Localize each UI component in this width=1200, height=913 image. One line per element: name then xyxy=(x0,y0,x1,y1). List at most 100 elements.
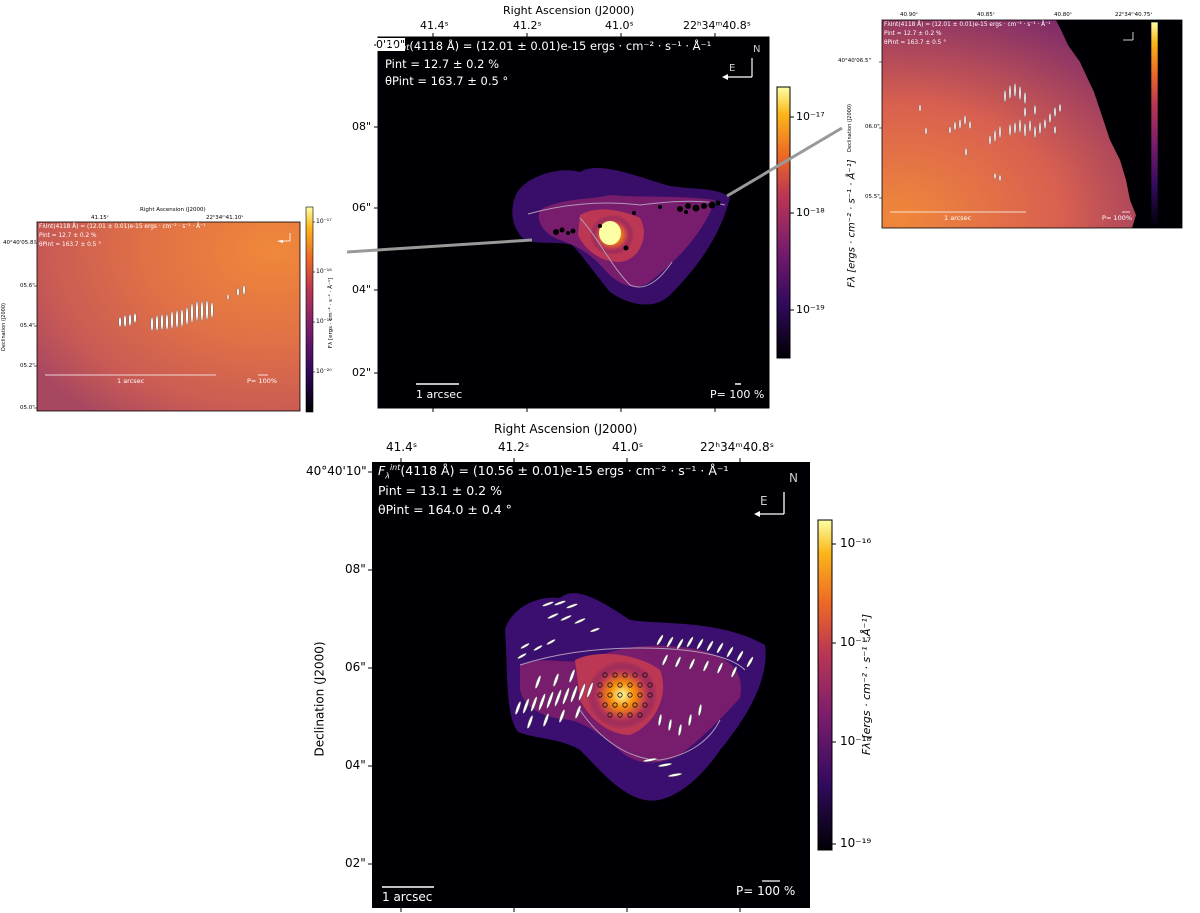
top-right-zoom-image xyxy=(879,19,1183,229)
colorbar-tick-label: 10⁻¹⁹ xyxy=(316,318,332,325)
angle-annotation: θPint = 163.7 ± 0.5 ° xyxy=(39,242,102,248)
dec-tick-label: 05.2" xyxy=(20,363,35,369)
east-arrowhead xyxy=(722,74,728,80)
polarization-vectors xyxy=(918,82,1062,182)
colorbar xyxy=(817,519,833,851)
dec-tick-label: 40°40'06.5" xyxy=(838,58,872,64)
contour-line xyxy=(527,200,726,288)
mask-blobs xyxy=(553,200,721,251)
colorbar-tick-label: 10⁻¹⁷ xyxy=(796,110,825,123)
masked-region xyxy=(1056,20,1182,228)
colorbar-tick-label: 10⁻¹⁸ xyxy=(316,268,332,275)
colorbar-label: Fλ [ergs · cm⁻² · s⁻¹ · Å⁻¹] xyxy=(860,613,874,756)
p-scale-label: P= 100% xyxy=(1102,214,1133,222)
polarization-annotation: Pint = 12.7 ± 0.2 % xyxy=(39,233,97,239)
callout-line-right xyxy=(726,126,843,198)
polarization-vectors-right xyxy=(642,634,754,777)
ra-tick-label: 22ʰ34ᵐ41.10ˢ xyxy=(206,215,244,221)
bottom-panel: Right Ascension (J2000) 41.4ˢ 41.2ˢ 41.0… xyxy=(0,420,1200,913)
dec-tick-label: 06" xyxy=(345,660,366,674)
p-scale-label: P= 100% xyxy=(247,377,278,385)
flux-annotation: Fλ int(4118 Å) = (12.01 ± 0.01)e-15 ergs… xyxy=(385,39,711,53)
dec-tick-label: 40°40'05.8" xyxy=(3,240,37,246)
ra-tick-label: 41.4ˢ xyxy=(386,440,418,454)
dec-axis-label: Declination (J2000) xyxy=(312,641,327,757)
angle-annotation: θPint = 163.7 ± 0.5 ° xyxy=(884,40,947,46)
colorbar xyxy=(1150,21,1159,228)
north-label: N xyxy=(753,44,761,55)
ra-tick-label: 41.2ˢ xyxy=(498,440,530,454)
colorbar-tick-label: 10⁻²⁰ xyxy=(1161,184,1177,191)
dec-tick-label: 05.5" xyxy=(865,194,880,200)
angle-annotation: θPint = 164.0 ± 0.4 ° xyxy=(378,502,512,517)
dec-tick-label: 06" xyxy=(352,201,372,214)
colorbar-tick-label: 10⁻¹⁶ xyxy=(840,536,872,550)
callout-line-left xyxy=(346,238,533,254)
flux-annotation: Fλint(4118 Å) = (12.01 ± 0.01)e-15 ergs … xyxy=(884,22,1051,28)
bottom-image xyxy=(368,458,836,912)
colorbar-tick-label: 10⁻¹⁹ xyxy=(796,303,825,316)
colorbar-tick-label: 10⁻¹⁸ xyxy=(840,734,872,748)
dec-tick-label: 04" xyxy=(352,283,372,296)
ra-tick-label: 40.80ˢ xyxy=(1054,12,1072,18)
dec-tick-label: 04" xyxy=(345,758,366,772)
colorbar xyxy=(305,206,314,413)
dec-tick-label: 06.0" xyxy=(865,124,880,130)
colorbar-tick-label: 10⁻¹⁸ xyxy=(796,206,825,219)
dec-tick-label: 05.0" xyxy=(20,405,35,411)
east-label: E xyxy=(760,494,768,508)
dec-tick-label: 05.4" xyxy=(20,323,35,329)
zoom-image-background xyxy=(36,221,301,412)
image-frame xyxy=(377,36,770,409)
ra-tick-label: 22ʰ34ᵐ40.8ˢ xyxy=(683,19,751,32)
polarization-annotation: Pint = 12.7 ± 0.2 % xyxy=(385,57,500,71)
ra-tick-label: 41.0ˢ xyxy=(605,19,634,32)
east-arrowhead xyxy=(754,511,760,517)
contour-line xyxy=(519,647,746,761)
colorbar xyxy=(776,86,791,359)
ra-tick-label: 40.90ˢ xyxy=(900,12,918,18)
top-left-zoom-image xyxy=(34,206,315,413)
image-frame xyxy=(881,19,1183,229)
polarization-vectors-left xyxy=(515,669,594,729)
ra-tick-label: 41.0ˢ xyxy=(612,440,644,454)
colorbar-tick-label: 10⁻¹⁹ xyxy=(840,836,872,850)
colorbar-tick-label: 10⁻¹⁸ xyxy=(1161,84,1177,91)
ra-tick-label: 41.4ˢ xyxy=(420,19,449,32)
ra-tick-label: 40.85ˢ xyxy=(977,12,995,18)
polarization-vectors xyxy=(118,284,246,332)
dec-tick-label: 02" xyxy=(345,856,366,870)
polarization-annotation: Pint = 12.7 ± 0.2 % xyxy=(884,31,942,37)
ra-tick-label: 22ʰ34ᵐ40.75ˢ xyxy=(1115,12,1153,18)
top-center-panel: Right Ascension (J2000) 41.4ˢ 41.2ˢ 41.0… xyxy=(0,0,1200,420)
colorbar-tick-label: 10⁻¹⁹ xyxy=(1161,135,1177,142)
colorbar-tick-label: 10⁻¹⁷ xyxy=(1161,32,1177,39)
ra-tick-label: 41.2ˢ xyxy=(513,19,542,32)
scale-label: 1 arcsec xyxy=(382,890,433,904)
flux-sub-sup: λ int xyxy=(391,43,410,52)
dec-tick-label: 02" xyxy=(352,366,372,379)
top-right-zoom-panel: 40.90ˢ 40.85ˢ 40.80ˢ 22ʰ34ᵐ40.75ˢ xyxy=(838,0,1200,240)
flux-value: (4118 Å) = (12.01 ± 0.01)e-15 ergs · cm⁻… xyxy=(409,39,712,53)
colorbar-tick-label: 10⁻¹⁷ xyxy=(840,635,872,649)
flux-annotation: Fλint(4118 Å) = (12.01 ± 0.01)e-15 ergs … xyxy=(39,224,206,230)
dec-tick-label: 0'10" xyxy=(376,38,406,51)
flux-symbol: F xyxy=(385,39,392,53)
dec-tick-label: 40°40'10" xyxy=(306,464,367,478)
east-label: E xyxy=(729,63,736,74)
angle-annotation: θPint = 163.7 ± 0.5 ° xyxy=(385,74,509,88)
top-left-zoom-panel: Right Ascension (J2000) 41.15ˢ 22ʰ34ᵐ41.… xyxy=(0,200,350,415)
p-scale-label: P= 100 % xyxy=(710,388,765,401)
flux-annotation: Fλint(4118 Å) = (10.56 ± 0.01)e-15 ergs … xyxy=(378,463,729,481)
top-center-image xyxy=(374,33,794,412)
ra-tick-label: 22ʰ34ᵐ40.8ˢ xyxy=(700,440,775,454)
polarization-vectors-upper xyxy=(517,600,600,659)
dec-tick-label: 05.6" xyxy=(20,283,35,289)
ra-axis-label: Right Ascension (J2000) xyxy=(503,4,635,17)
colorbar-tick-label: 10⁻²⁰ xyxy=(316,368,332,375)
dec-tick-label: 08" xyxy=(352,120,372,133)
scale-label: 1 arcsec xyxy=(416,388,463,401)
scale-label: 1 arcsec xyxy=(944,214,972,222)
ra-tick-label: 41.15ˢ xyxy=(91,215,109,221)
dec-tick-label: 08" xyxy=(345,562,366,576)
